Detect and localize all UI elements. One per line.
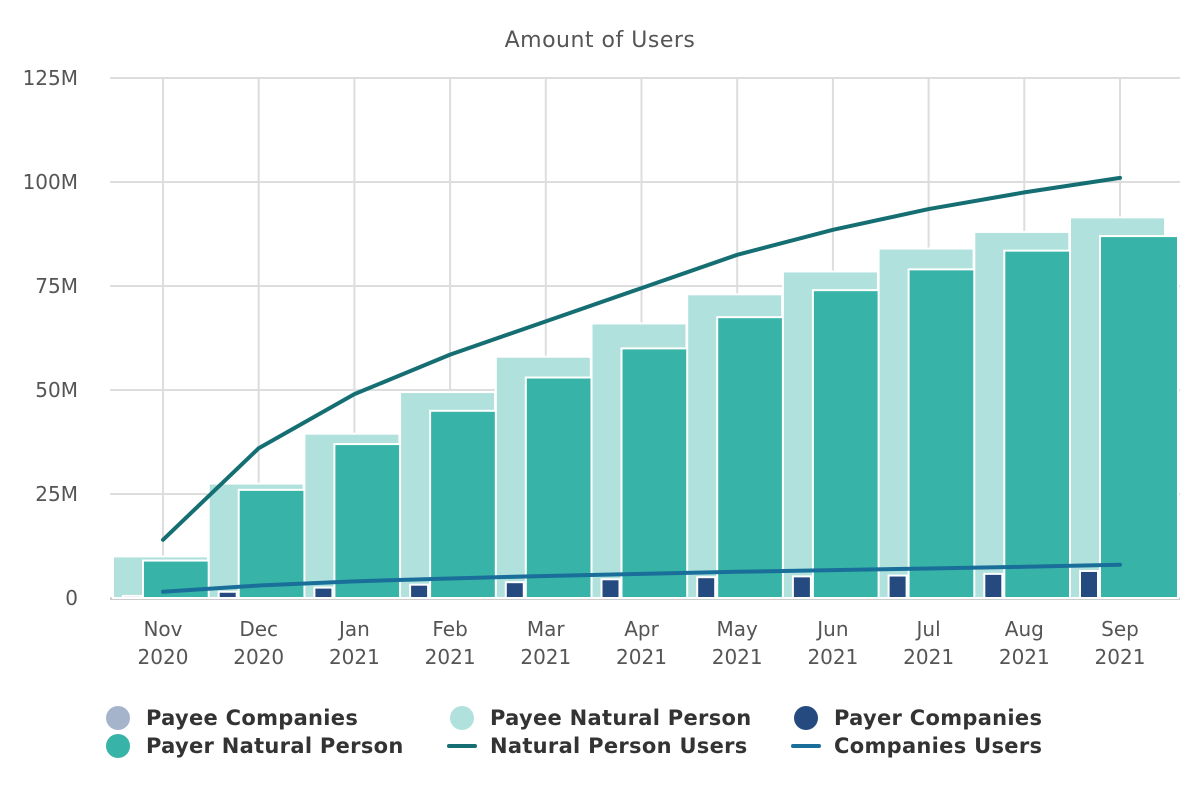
x-tick-month: May	[717, 617, 759, 641]
x-tick-year: 2020	[233, 645, 284, 669]
x-tick-month: Jan	[337, 617, 370, 641]
y-tick-label: 100M	[23, 170, 78, 194]
bar-payer-companies	[791, 575, 812, 599]
legend-item-payer-companies[interactable]: Payer Companies	[794, 704, 1042, 732]
x-tick-month: Dec	[239, 617, 278, 641]
x-tick-year: 2020	[138, 645, 189, 669]
x-tick-month: Mar	[527, 617, 566, 641]
bar-payer-natural-person	[1099, 235, 1179, 600]
bar-payer-companies	[313, 586, 334, 599]
x-tick-month: Feb	[432, 617, 467, 641]
legend: Payee Companies Payee Natural Person Pay…	[106, 704, 1106, 768]
y-tick-label: 50M	[35, 378, 78, 402]
bar-payer-companies	[504, 581, 525, 600]
legend-label: Natural Person Users	[490, 734, 748, 758]
y-tick-label: 125M	[23, 66, 78, 90]
x-tick-month: Apr	[624, 617, 659, 641]
x-axis: Nov 2020 Dec 2020 Jan 2021 Feb 2021 Mar 2021 Apr 20…	[110, 598, 1180, 669]
x-tick-year: 2021	[807, 645, 858, 669]
bar-payer-companies	[1079, 569, 1099, 600]
legend-item-payee-natural-person[interactable]: Payee Natural Person	[450, 704, 751, 732]
x-tick-month: Aug	[1005, 617, 1044, 641]
y-tick-label: 75M	[35, 274, 78, 298]
x-tick-month: Sep	[1101, 617, 1139, 641]
x-tick-year: 2021	[425, 645, 476, 669]
x-tick-month: Jun	[815, 617, 848, 641]
legend-dot-icon	[106, 706, 130, 730]
x-tick-year: 2021	[999, 645, 1050, 669]
bar-payer-companies	[696, 576, 717, 600]
line-companies-users	[161, 562, 1122, 594]
legend-label: Companies Users	[834, 734, 1043, 758]
legend-line-icon	[791, 744, 821, 748]
y-tick-label: 0	[65, 586, 78, 610]
x-tick-year: 2021	[616, 645, 667, 669]
x-tick-year: 2021	[1095, 645, 1146, 669]
legend-item-payer-natural-person[interactable]: Payer Natural Person	[106, 732, 404, 760]
bars	[112, 216, 1179, 600]
y-axis: 0 25M 50M 75M 100M 125M	[23, 66, 78, 610]
legend-label: Payer Companies	[834, 706, 1043, 730]
legend-item-companies-users[interactable]: Companies Users	[791, 732, 1043, 760]
legend-line-icon	[447, 744, 477, 748]
x-tick-year: 2021	[712, 645, 763, 669]
bar-payer-companies	[217, 590, 238, 600]
x-tick-year: 2021	[329, 645, 380, 669]
y-tick-label: 25M	[35, 482, 78, 506]
bar-payer-companies	[409, 583, 430, 599]
legend-item-natural-person-users[interactable]: Natural Person Users	[447, 732, 748, 760]
legend-dot-icon	[106, 734, 130, 758]
legend-label: Payee Natural Person	[490, 706, 752, 730]
bar-payer-companies	[122, 594, 142, 599]
lines	[161, 175, 1122, 594]
chart-title: Amount of Users	[505, 28, 696, 53]
bar-payer-companies	[600, 578, 621, 600]
x-tick-month: Jul	[915, 617, 941, 641]
x-tick-month: Nov	[143, 617, 182, 641]
legend-label: Payee Companies	[146, 706, 359, 730]
x-tick-year: 2021	[520, 645, 571, 669]
legend-item-payee-companies[interactable]: Payee Companies	[106, 704, 358, 732]
bar-payer-companies	[983, 572, 1004, 600]
bar-payer-companies	[887, 574, 908, 600]
legend-dot-icon	[450, 706, 474, 730]
legend-dot-icon	[794, 706, 818, 730]
legend-label: Payer Natural Person	[146, 734, 404, 758]
line-natural-person-users	[161, 175, 1122, 542]
x-tick-year: 2021	[903, 645, 954, 669]
